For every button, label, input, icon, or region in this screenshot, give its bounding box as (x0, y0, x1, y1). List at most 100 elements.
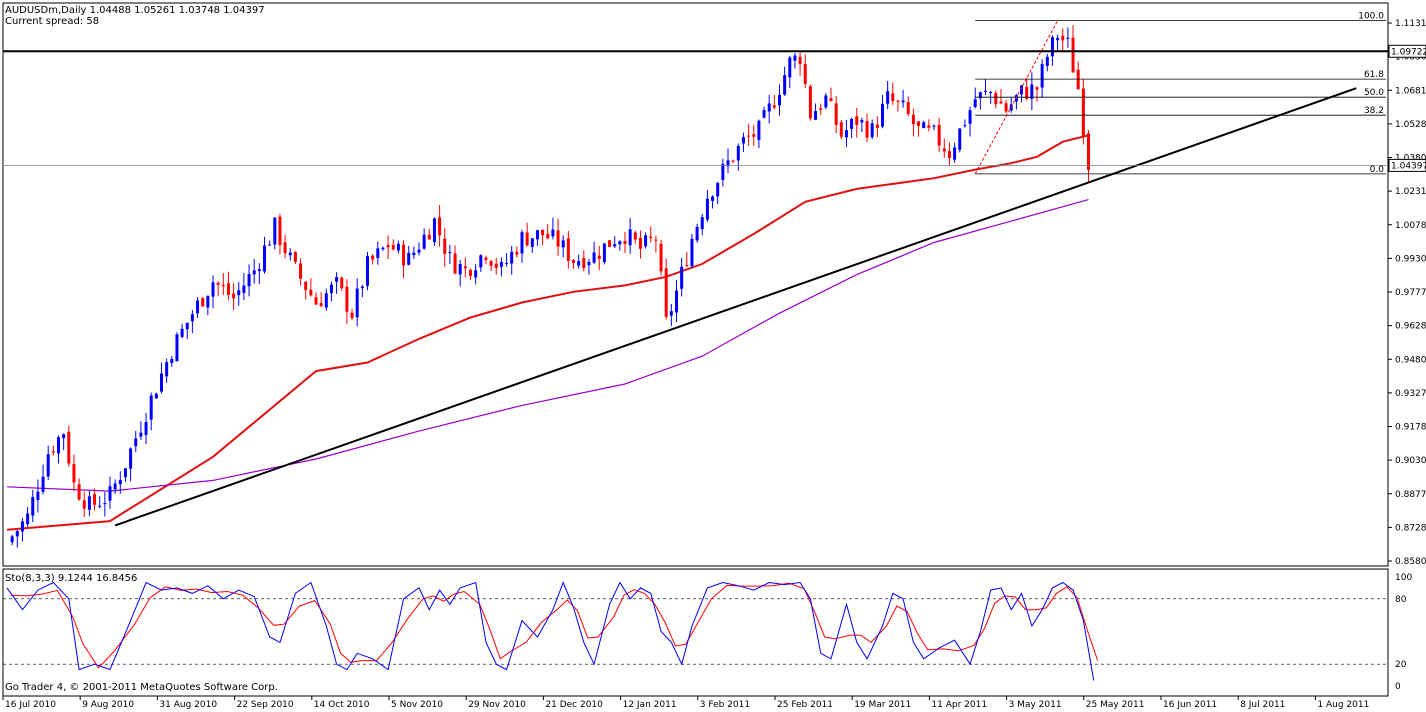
date-tick-label: 9 Aug 2010 (82, 700, 134, 710)
candle-body (72, 464, 76, 483)
date-tick-label: 25 May 2011 (1086, 700, 1145, 710)
candle (113, 479, 117, 494)
candle-body (664, 268, 668, 317)
candle-body (726, 160, 730, 167)
candle (669, 303, 673, 327)
stochastic-panel: 100 80 20 0 (3, 573, 1412, 692)
candle (134, 430, 138, 453)
candle (453, 245, 457, 275)
candle (62, 433, 66, 451)
candle (407, 245, 411, 266)
candle (438, 205, 442, 247)
candle (1061, 28, 1065, 53)
candle (525, 222, 529, 247)
date-tick-label: 1 Aug 2011 (1317, 700, 1369, 710)
candle (257, 263, 261, 284)
candle (123, 468, 127, 482)
candle-body (1045, 56, 1049, 66)
candle (741, 132, 745, 153)
candle-body (103, 503, 107, 505)
candle-body (26, 513, 30, 525)
candle-body (288, 252, 292, 256)
candle-body (917, 121, 921, 127)
candle (752, 124, 756, 146)
candle-body (123, 468, 127, 478)
date-tick-label: 31 Aug 2010 (159, 700, 217, 710)
date-tick-label: 3 Feb 2011 (700, 700, 750, 710)
candle-body (190, 314, 194, 322)
candle-body (535, 230, 539, 240)
date-tick-label: 16 Jul 2010 (5, 700, 56, 710)
candle-body (984, 90, 987, 92)
candle (211, 275, 215, 309)
candle-body (350, 312, 354, 319)
candle (659, 239, 663, 276)
candle-body (1081, 88, 1085, 137)
candle (36, 479, 40, 513)
candle-body (633, 232, 637, 240)
date-tick-label: 29 Nov 2010 (468, 700, 526, 710)
candle-body (875, 124, 879, 129)
candle (129, 447, 133, 482)
candle-body (973, 99, 977, 108)
candle-body (530, 238, 534, 248)
candle (541, 229, 545, 246)
candle-body (273, 217, 277, 245)
candle-body (839, 122, 843, 137)
candle (1056, 34, 1060, 52)
candle-body (309, 289, 313, 296)
candle (340, 276, 344, 291)
stoch-tick-label: 0 (1395, 682, 1401, 692)
candle (798, 51, 802, 76)
candle-body (515, 251, 519, 255)
candle (953, 142, 957, 163)
candle (175, 332, 179, 362)
candle-body (886, 91, 890, 104)
candle-body (319, 303, 323, 307)
candle-body (98, 505, 102, 507)
candle-body (396, 243, 400, 251)
candle (932, 124, 936, 131)
candle-body (304, 281, 308, 291)
candle (778, 84, 781, 116)
candle (772, 95, 776, 110)
candle (875, 116, 879, 138)
price-tick-label: 0.85800 (1395, 557, 1426, 567)
date-tick-label: 25 Feb 2011 (777, 700, 833, 710)
candle-body (82, 500, 86, 509)
candle (237, 282, 241, 306)
candle-body (242, 285, 246, 294)
candle-body (947, 151, 951, 159)
candle (736, 143, 740, 171)
candle-body (371, 255, 375, 260)
candle-body (1071, 37, 1075, 73)
candle (850, 117, 854, 139)
stoch-tick-label: 20 (1395, 660, 1407, 670)
candle (190, 309, 194, 334)
candle-body (1020, 85, 1024, 95)
price-tick-label: 1.00785 (1395, 221, 1426, 231)
candle-body (680, 266, 684, 289)
candle-body (165, 362, 169, 377)
candle (299, 258, 303, 286)
candle (67, 425, 71, 467)
fib-level-label: 100.0 (1358, 12, 1384, 22)
candle (396, 240, 400, 254)
candle (1025, 78, 1029, 101)
candle (608, 240, 612, 248)
stoch-tick-label: 100 (1395, 573, 1412, 583)
candle (402, 240, 406, 279)
candle (721, 158, 725, 187)
candle-body (942, 148, 946, 152)
candle (165, 358, 169, 383)
candle-body (340, 277, 344, 289)
date-tick-label: 5 Nov 2010 (391, 700, 443, 710)
candle-body (731, 160, 735, 162)
candle (144, 412, 148, 444)
candle (561, 235, 565, 258)
candle (26, 507, 30, 528)
candle (77, 478, 81, 501)
ma-fast-line (6, 134, 1089, 531)
